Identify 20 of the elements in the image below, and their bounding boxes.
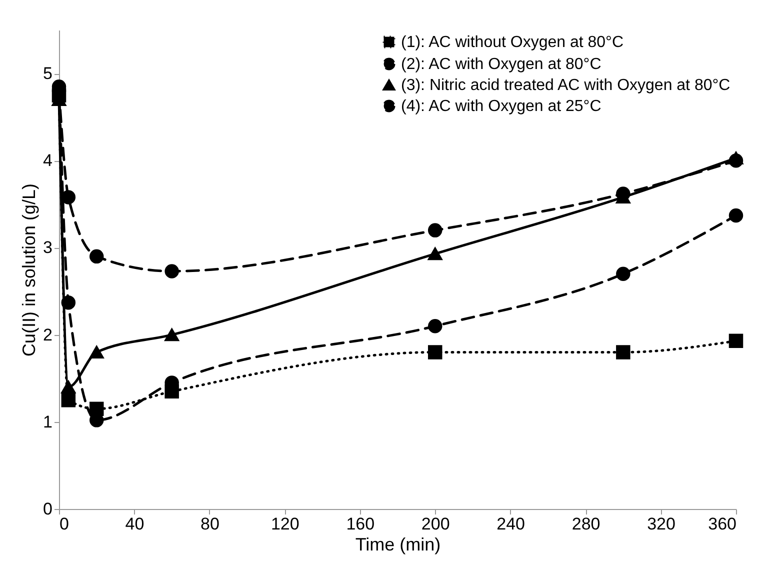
x-tick-label: 120 — [270, 514, 300, 534]
x-tick-label: 160 — [346, 514, 375, 534]
legend-label: (1): AC without Oxygen at 80°C — [401, 34, 624, 51]
x-axis-title: Time (min) — [355, 534, 441, 554]
x-tick-label: 280 — [572, 514, 600, 534]
y-tick-label: 5 — [43, 64, 52, 84]
y-tick-label: 0 — [43, 500, 52, 518]
legend-label: (2): AC with Oxygen at 80°C — [401, 56, 602, 73]
x-tick-label: 40 — [125, 514, 144, 534]
x-tick-label: 320 — [647, 514, 676, 534]
x-tick-label: 360 — [708, 514, 736, 534]
y-tick-label: 4 — [43, 151, 52, 170]
x-tick-label: 200 — [421, 514, 450, 534]
x-tick-label: 240 — [496, 514, 526, 534]
x-tick-label: 0 — [60, 514, 69, 534]
y-tick-label: 2 — [43, 325, 52, 344]
x-tick-label: 80 — [200, 514, 220, 534]
y-tick-label: 3 — [43, 238, 52, 258]
y-axis-title: Cu(II) in solution (g/L) — [19, 183, 40, 357]
y-tick-label: 1 — [43, 412, 52, 432]
